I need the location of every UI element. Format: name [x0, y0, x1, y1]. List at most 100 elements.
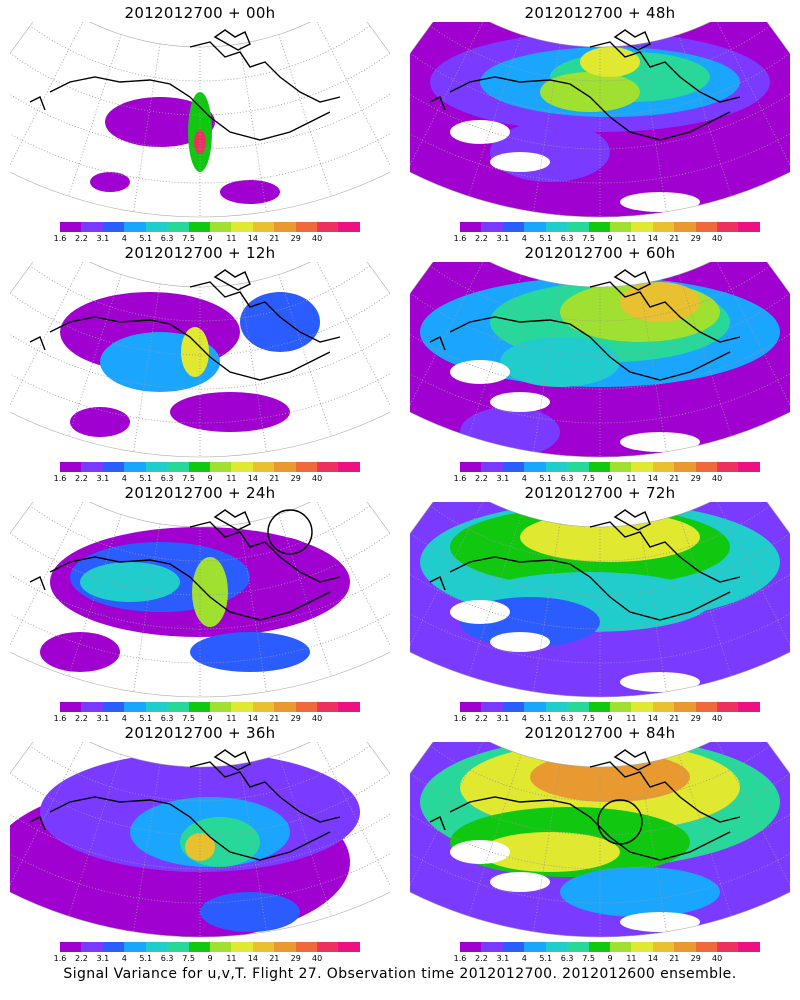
colorbar-swatch — [252, 942, 275, 952]
colorbar-swatch — [231, 942, 253, 952]
panel-title: 2012012700 + 48h — [524, 4, 676, 22]
signal-variance-map — [10, 262, 390, 458]
colorbar-swatch — [631, 702, 653, 712]
coastline — [29, 509, 341, 621]
colorbar-tick-label: 14 — [247, 474, 258, 483]
colorbar-tick-label: 5.1 — [539, 234, 553, 243]
colorbar-swatch — [567, 462, 589, 472]
colorbar-tick-label: 29 — [690, 474, 701, 483]
colorbar-swatch — [674, 942, 696, 952]
colorbar-tick-label: 29 — [290, 714, 301, 723]
coastline — [429, 29, 741, 141]
colorbar-swatch — [609, 702, 632, 712]
colorbar-tick-label: 40 — [712, 714, 723, 723]
colorbar-tick-label: 29 — [290, 234, 301, 243]
colorbar-tick-label: 5.1 — [139, 714, 153, 723]
colorbar-swatch — [738, 942, 760, 952]
colorbar-swatch — [738, 462, 760, 472]
colorbar-swatch — [145, 942, 168, 952]
forecast-panel: 2012012700 + 36h 1.6 2.2 3.1 4 5.1 6.3 7.5 9 11 14… — [0, 720, 400, 965]
colorbar-swatch — [567, 222, 589, 232]
colorbar-swatch — [502, 702, 525, 712]
colorbar-swatch — [145, 462, 168, 472]
colorbar-tick-label: 9 — [607, 474, 613, 483]
colorbar-tick-label: 6.3 — [560, 954, 574, 963]
colorbar — [60, 222, 360, 232]
colorbar-swatch — [524, 222, 546, 232]
colorbar-swatch — [102, 702, 125, 712]
colorbar-tick-label: 1.6 — [453, 954, 467, 963]
colorbar-swatch — [481, 222, 503, 232]
colorbar-tick-label: 14 — [647, 474, 658, 483]
signal-variance-map — [10, 502, 390, 698]
colorbar-labels: 1.6 2.2 3.1 4 5.1 6.3 7.5 9 11 14 21 29 40 — [54, 714, 360, 724]
colorbar-tick-label: 6.3 — [560, 474, 574, 483]
colorbar-swatch — [317, 942, 339, 952]
colorbar-tick-label: 7.5 — [582, 954, 595, 963]
colorbar-swatch — [102, 462, 125, 472]
colorbar-tick-label: 7.5 — [582, 474, 595, 483]
colorbar-swatch — [209, 702, 232, 712]
colorbar-tick-label: 7.5 — [182, 714, 195, 723]
colorbar-swatch — [338, 222, 360, 232]
colorbar-swatch — [609, 942, 632, 952]
colorbar-tick-label: 21 — [669, 714, 680, 723]
colorbar-swatch — [609, 222, 632, 232]
colorbar-swatch — [188, 702, 210, 712]
colorbar-swatch — [652, 702, 675, 712]
colorbar-swatch — [167, 222, 189, 232]
coastline — [429, 269, 741, 381]
colorbar-tick-label: 40 — [312, 474, 323, 483]
colorbar-tick-label: 1.6 — [53, 714, 67, 723]
colorbar-tick-label: 14 — [247, 954, 258, 963]
colorbar — [460, 222, 760, 232]
colorbar — [60, 462, 360, 472]
colorbar-tick-label: 2.2 — [75, 714, 88, 723]
colorbar-swatch — [338, 942, 360, 952]
colorbar-swatch — [274, 702, 296, 712]
forecast-panel: 2012012700 + 24h 1.6 2.2 3.1 4 5.1 6.3 7.5 9 11 14… — [0, 480, 400, 725]
colorbar-tick-label: 14 — [647, 714, 658, 723]
colorbar-tick-label: 9 — [207, 474, 213, 483]
observation-circle — [267, 509, 313, 555]
variance-field — [410, 742, 790, 937]
colorbar-swatch — [188, 222, 210, 232]
colorbar-swatch — [460, 702, 482, 712]
colorbar-swatch — [295, 702, 318, 712]
colorbar-tick-label: 4 — [121, 714, 127, 723]
colorbar-swatch — [588, 222, 610, 232]
colorbar-tick-label: 21 — [269, 474, 280, 483]
signal-variance-map — [410, 742, 790, 938]
colorbar-tick-label: 6.3 — [560, 234, 574, 243]
colorbar-tick-label: 9 — [207, 234, 213, 243]
colorbar-labels: 1.6 2.2 3.1 4 5.1 6.3 7.5 9 11 14 21 29 40 — [454, 954, 760, 964]
colorbar — [60, 702, 360, 712]
colorbar-swatch — [124, 702, 146, 712]
colorbar-swatch — [317, 222, 339, 232]
colorbar-tick-label: 3.1 — [96, 714, 110, 723]
colorbar-swatch — [652, 942, 675, 952]
colorbar-tick-label: 9 — [607, 234, 613, 243]
coastline — [29, 269, 341, 381]
colorbar-swatch — [524, 462, 546, 472]
colorbar-tick-label: 21 — [269, 714, 280, 723]
colorbar-tick-label: 2.2 — [75, 954, 88, 963]
colorbar-tick-label: 6.3 — [160, 474, 174, 483]
colorbar-swatch — [502, 462, 525, 472]
colorbar-swatch — [167, 942, 189, 952]
colorbar-tick-label: 11 — [226, 234, 237, 243]
colorbar-swatch — [295, 942, 318, 952]
observation-circle — [597, 799, 643, 845]
colorbar-tick-label: 21 — [669, 234, 680, 243]
variance-field — [10, 742, 390, 937]
colorbar-tick-label: 6.3 — [160, 234, 174, 243]
colorbar-swatch — [124, 222, 146, 232]
colorbar-tick-label: 1.6 — [53, 954, 67, 963]
colorbar-swatch — [317, 462, 339, 472]
colorbar-swatch — [102, 942, 125, 952]
colorbar-tick-label: 11 — [626, 714, 637, 723]
colorbar-tick-label: 4 — [121, 954, 127, 963]
colorbar-tick-label: 9 — [607, 954, 613, 963]
colorbar-labels: 1.6 2.2 3.1 4 5.1 6.3 7.5 9 11 14 21 29 40 — [54, 474, 360, 484]
colorbar-swatch — [81, 462, 103, 472]
